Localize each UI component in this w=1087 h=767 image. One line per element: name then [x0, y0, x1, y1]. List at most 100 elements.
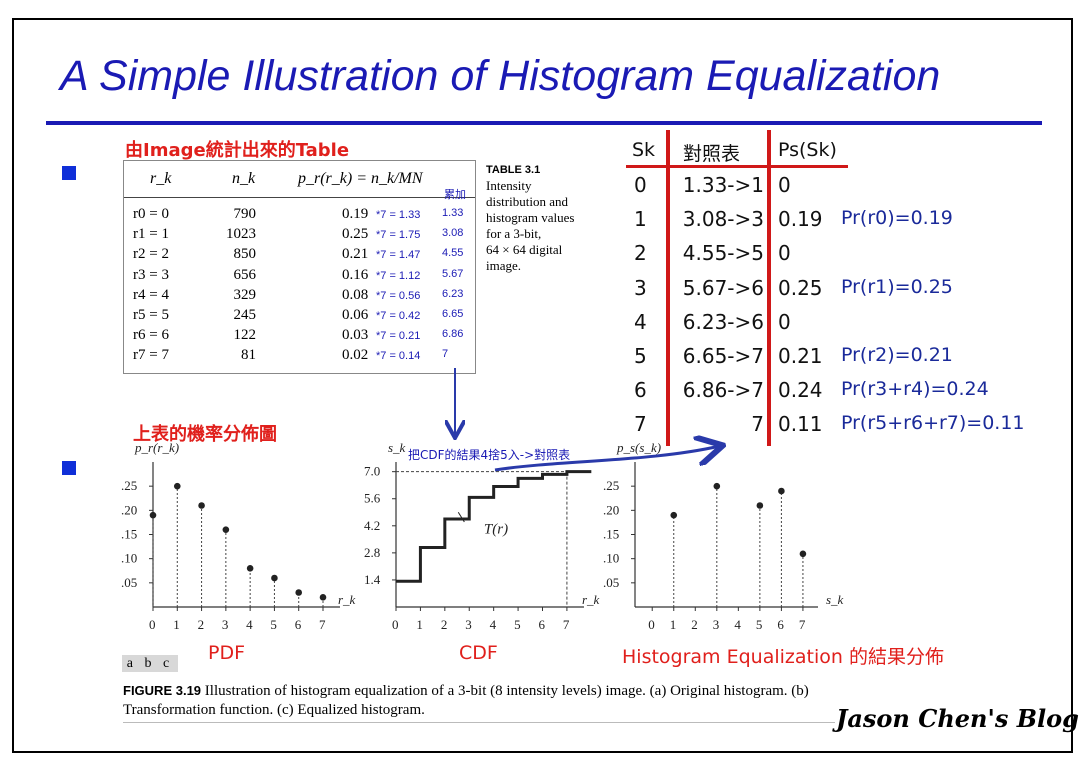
- y-tick-label: .15: [603, 527, 619, 542]
- table-cell-r: r1 = 1: [133, 226, 169, 243]
- table-caption: TABLE 3.1 Intensity distribution and his…: [486, 162, 606, 274]
- y-tick-label: .20: [603, 502, 619, 517]
- mapping-cell-ps: 0.19: [778, 207, 823, 232]
- table-header-pr: p_r(r_k) = n_k/MN: [298, 170, 423, 187]
- table-cell-n: 656: [233, 266, 257, 283]
- figure-caption-text: Illustration of histogram equalization o…: [123, 683, 809, 718]
- table-cell-p: 0.06: [342, 307, 369, 323]
- data-point: [149, 511, 157, 519]
- table-caption-line: 64 × 64 digital: [486, 242, 563, 257]
- mapping-cell-map: 1.33->1: [682, 173, 764, 197]
- mapping-cell-ps: 0.21: [778, 344, 823, 368]
- y-tick-label: .05: [121, 575, 137, 590]
- table-cell-r: r5 = 5: [133, 307, 169, 323]
- table-header-rk: r_k: [150, 170, 172, 187]
- mapping-cell-map: 6.23->6: [682, 309, 764, 334]
- cdf-round-note: 把CDF的結果4捨5入->對照表: [408, 448, 571, 462]
- table-header-rule: [124, 197, 475, 198]
- x-tick-label: 4: [490, 617, 497, 632]
- annotation-pointer: [457, 511, 465, 523]
- x-tick-label: 0: [648, 617, 655, 632]
- data-point: [173, 482, 181, 490]
- mapping-header-map: 對照表: [683, 143, 741, 165]
- table-cell-p: 0.16: [342, 266, 369, 283]
- x-tick-label: 7: [563, 617, 570, 632]
- table-cell-r: r4 = 4: [133, 286, 169, 303]
- y-tick-label: 1.4: [364, 572, 381, 587]
- x-tick-label: 2: [691, 617, 698, 632]
- table-cell-cum: 6.65: [442, 308, 464, 320]
- data-point: [271, 574, 278, 582]
- mapping-divider-2: [767, 130, 771, 446]
- table-caption-line: image.: [486, 258, 522, 273]
- x-tick-label: 5: [514, 617, 521, 632]
- table-cell-calc: *7 = 0.56: [376, 289, 421, 302]
- mapping-cell-note: Pr(r5+r6+r7)=0.11: [841, 412, 1025, 435]
- y-tick-label: .10: [121, 551, 137, 566]
- table-source-label: 由Image統計出來的Table: [125, 140, 350, 161]
- x-tick-label: 6: [777, 617, 784, 632]
- mapping-cell-map: 7: [751, 412, 764, 437]
- y-tick-label: .25: [603, 478, 619, 493]
- mapping-cell-map: 6.65->7: [682, 344, 764, 368]
- y-axis-label: p_r(r_k): [134, 440, 179, 455]
- mapping-cell-note: Pr(r3+r4)=0.24: [841, 378, 989, 401]
- x-tick-label: 6: [538, 617, 545, 632]
- table-cell-calc: *7 = 0.14: [376, 350, 421, 363]
- table-cell-n: 850: [233, 246, 257, 263]
- pdf-label: PDF: [208, 642, 246, 664]
- y-tick-label: .15: [121, 527, 137, 542]
- mapping-cell-sk: 0: [634, 173, 647, 197]
- caption-rule: [123, 722, 835, 723]
- table-cell-calc: *7 = 1.12: [376, 269, 421, 282]
- table-caption-title: TABLE 3.1: [486, 164, 541, 176]
- y-tick-label: .10: [603, 551, 619, 566]
- table-cell-n: 1023: [226, 226, 256, 243]
- data-point: [319, 594, 327, 601]
- x-tick-label: 0: [149, 617, 156, 632]
- mapping-cell-sk: 5: [634, 344, 647, 368]
- x-axis-label: r_k: [338, 592, 356, 607]
- data-point: [756, 502, 764, 509]
- panel-labels: a b c: [122, 655, 178, 672]
- table-cell-r: r0 = 0: [133, 206, 169, 222]
- table-cell-p: 0.03: [342, 327, 369, 344]
- mapping-cell-sk: 4: [634, 309, 647, 334]
- table-cell-calc: *7 = 1.75: [376, 229, 421, 242]
- y-tick-label: .05: [603, 575, 619, 590]
- mapping-cell-sk: 3: [634, 275, 647, 300]
- table-cell-p: 0.08: [342, 286, 369, 303]
- table-cell-calc: *7 = 1.47: [376, 249, 421, 262]
- slide-frame: [12, 18, 1073, 753]
- table-cell-r: r7 = 7: [133, 347, 169, 364]
- data-point: [222, 526, 230, 533]
- table-cell-cum: 1.33: [442, 207, 464, 219]
- mapping-cell-sk: 7: [634, 412, 647, 437]
- x-axis-label: r_k: [582, 592, 600, 607]
- table-cell-cum: 5.67: [442, 267, 464, 280]
- x-tick-label: 6: [295, 617, 302, 632]
- mapping-cell-note: Pr(r2)=0.21: [841, 344, 953, 366]
- table-cell-n: 790: [233, 206, 257, 222]
- mapping-cell-sk: 6: [634, 378, 647, 403]
- bullet-1: [62, 166, 76, 180]
- mapping-cell-map: 4.55->5: [682, 241, 764, 266]
- figure-caption: FIGURE 3.19 Illustration of histogram eq…: [123, 681, 883, 720]
- cdf-step-line: [396, 470, 592, 583]
- blog-signature: Jason Chen's Blog: [836, 704, 1079, 733]
- table-cell-n: 245: [233, 307, 257, 323]
- he-result-label: Histogram Equalization 的結果分佈: [622, 646, 944, 668]
- table-cell-cum: 6.23: [442, 287, 464, 300]
- histogram-table: [123, 160, 476, 374]
- mapping-cell-note: Pr(r1)=0.25: [841, 275, 953, 298]
- table-cell-r: r6 = 6: [133, 327, 169, 344]
- table-caption-line: for a 3-bit,: [486, 226, 542, 241]
- table-cell-p: 0.21: [342, 246, 369, 263]
- y-axis-label: s_k: [388, 440, 406, 455]
- x-tick-label: 3: [222, 617, 229, 632]
- table-cell-r: r2 = 2: [133, 246, 169, 263]
- table-cell-cum: 7: [442, 348, 449, 361]
- data-point: [246, 565, 254, 572]
- figure-caption-bold: FIGURE 3.19: [123, 683, 202, 698]
